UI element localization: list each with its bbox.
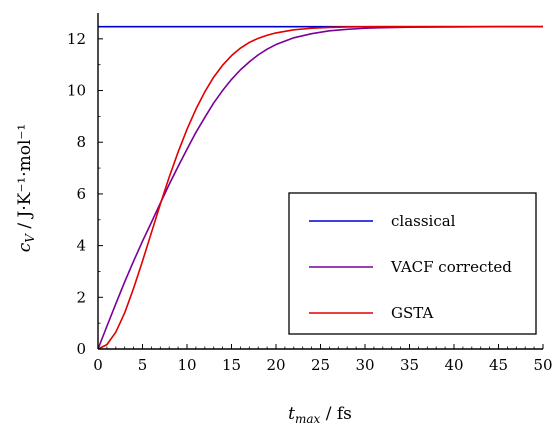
x-tick-label: 5 [138,356,148,374]
x-tick-label: 10 [177,356,196,374]
x-tick-label: 50 [533,356,552,374]
ticks-layer: 0 5 10 15 20 25 30 35 40 45 50 0 2 4 6 8 10 12 [67,30,553,374]
y-axis-label-unit: / J·K⁻¹·mol⁻¹ [15,124,35,234]
x-tick-label: 15 [222,356,241,374]
x-axis-label-main: t [288,404,295,424]
y-tick-label: 2 [76,288,86,306]
y-axis-label-main: c [15,242,35,252]
x-tick-label: 0 [93,356,103,374]
x-tick-label: 30 [355,356,374,374]
y-tick-label: 12 [67,30,86,48]
series-line-vacf-corrected [97,25,543,350]
y-tick-label: 10 [67,82,86,100]
y-axis-label: cV / J·K⁻¹·mol⁻¹ [15,124,37,252]
x-axis-label-unit: / fs [320,404,352,424]
legend-label-1: VACF corrected [390,258,512,276]
x-tick-label: 20 [266,356,285,374]
x-axis-label-sub: max [295,412,321,426]
series-layer [97,25,543,350]
x-tick-label: 35 [400,356,419,374]
y-tick-label: 6 [76,185,86,203]
y-axis-label-sub: V [23,233,37,243]
legend-label-0: classical [391,212,456,230]
legend: classical VACF corrected GSTA [288,192,537,335]
x-tick-label: 25 [311,356,330,374]
x-tick-label: 45 [489,356,508,374]
legend-box [288,192,537,335]
x-axis-label: tmax / fs [288,404,352,426]
x-tick-label: 40 [444,356,463,374]
y-tick-label: 0 [76,340,86,358]
y-tick-label: 4 [76,237,86,255]
y-tick-label: 8 [76,133,86,151]
series-line-gsta [97,25,543,350]
legend-label-2: GSTA [391,304,433,322]
